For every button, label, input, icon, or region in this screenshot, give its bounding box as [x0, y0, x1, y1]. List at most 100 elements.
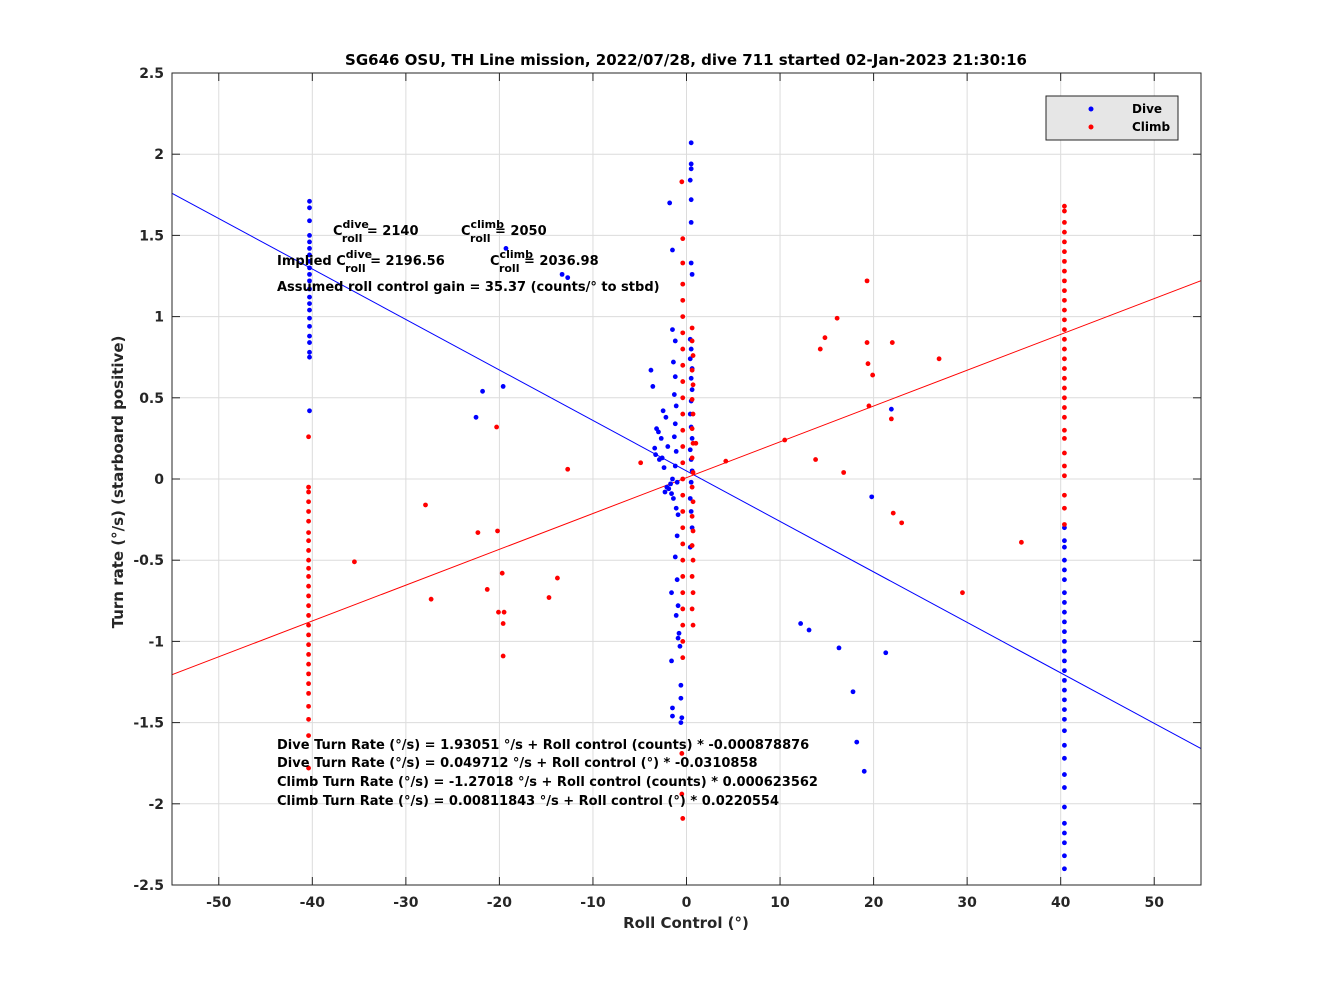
dive-point — [678, 695, 684, 701]
y-tick-label: 1 — [154, 310, 164, 326]
climb-point — [494, 424, 500, 430]
climb-point — [690, 470, 696, 475]
dive-point — [650, 384, 656, 389]
climb-point — [1062, 317, 1067, 323]
climb-point — [1062, 327, 1067, 332]
climb-point — [306, 765, 311, 771]
data-points — [306, 140, 1067, 872]
climb-point — [1062, 414, 1067, 420]
dive-point — [1062, 609, 1067, 615]
dive-point — [307, 252, 312, 258]
x-tick-label: 0 — [682, 895, 692, 911]
fit-equation-line: Climb Turn Rate (°/s) = 0.00811843 °/s +… — [277, 794, 779, 809]
climb-point — [723, 458, 729, 464]
climb-point — [834, 315, 840, 321]
dive-point — [307, 205, 312, 211]
climb-point — [690, 382, 696, 388]
fit-equation-line: Dive Turn Rate (°/s) = 0.049712 °/s + Ro… — [277, 756, 758, 771]
dive-point — [1062, 687, 1067, 693]
climb-point — [680, 260, 686, 266]
dive-point — [689, 387, 695, 393]
climb-point — [546, 595, 552, 600]
climb-point — [680, 541, 686, 547]
dive-point — [888, 406, 894, 412]
dive-point — [672, 463, 678, 469]
dive-point — [689, 436, 695, 441]
dive-point — [307, 354, 312, 360]
climb-point — [679, 751, 685, 756]
croll-climb-annotation: Cclimb roll = 2050 — [461, 218, 547, 245]
dive-point — [1062, 728, 1067, 734]
climb-point — [813, 457, 818, 462]
climb-point — [1062, 385, 1067, 391]
climb-point — [890, 510, 896, 516]
climb-point — [680, 590, 686, 596]
dive-point — [674, 479, 680, 485]
dive-point — [688, 197, 694, 203]
climb-point — [679, 179, 685, 185]
climb-point — [306, 484, 311, 490]
climb-point — [1062, 249, 1067, 255]
climb-point — [1062, 229, 1067, 235]
dive-point — [688, 161, 694, 167]
dive-point — [307, 233, 312, 238]
dive-point — [307, 307, 312, 313]
dive-point — [1062, 590, 1067, 596]
dive-point — [671, 496, 676, 501]
y-tick-label: 0.5 — [139, 391, 164, 407]
dive-point — [671, 434, 677, 440]
x-axis-label: Roll Control (°) — [623, 914, 749, 932]
dive-point — [1062, 742, 1067, 748]
climb-point — [680, 346, 686, 352]
climb-point — [306, 690, 311, 696]
climb-point — [1062, 268, 1067, 274]
climb-point — [689, 484, 695, 490]
climb-point — [306, 671, 311, 677]
dive-point — [307, 408, 312, 414]
annotation-implied-croll: Implied Cdive roll = 2196.56 Cclimb roll =… — [277, 248, 599, 275]
fit-lines — [171, 192, 1202, 750]
dive-point — [1062, 697, 1067, 703]
dive-point — [652, 445, 658, 451]
dive-point — [687, 496, 693, 501]
climb-point — [500, 621, 506, 626]
dive-point — [559, 271, 565, 277]
dive-point — [1062, 785, 1067, 790]
climb-point — [500, 653, 506, 659]
climb-point — [680, 395, 686, 401]
implied-climb-annotation: Cclimb roll = 2036.98 — [490, 248, 599, 275]
dive-point — [1062, 840, 1067, 846]
dive-point — [1062, 677, 1067, 683]
climb-point — [690, 411, 696, 417]
climb-point — [306, 622, 311, 628]
climb-point — [690, 528, 696, 534]
dive-point — [307, 258, 312, 264]
climb-point — [870, 372, 876, 378]
dive-point — [689, 271, 695, 277]
dive-point — [307, 315, 312, 321]
climb-point — [1062, 239, 1067, 245]
x-tick-label: -10 — [580, 895, 606, 911]
dive-point — [673, 448, 679, 454]
dive-point — [307, 286, 312, 292]
dive-point — [307, 301, 312, 307]
dive-point — [307, 198, 312, 204]
dive-point — [675, 635, 681, 641]
dive-point — [675, 603, 681, 609]
climb-point — [1062, 258, 1067, 264]
climb-point — [1018, 539, 1024, 545]
climb-point — [1062, 208, 1067, 214]
climb-point — [889, 340, 895, 345]
dive-point — [836, 645, 842, 651]
dive-point — [673, 613, 679, 618]
climb-point — [306, 499, 311, 505]
axis-ticks: -50 -40 -30 -20 -10 0 10 20 30 40 50-2.5-2-1.5-1-0… — [133, 66, 1201, 911]
fit-equation-line: Climb Turn Rate (°/s) = -1.27018 °/s + R… — [277, 775, 818, 790]
climb-point — [680, 655, 686, 661]
y-tick-label: -1.5 — [133, 716, 164, 732]
dive-point — [565, 275, 571, 281]
climb-point — [680, 281, 686, 287]
dive-point — [480, 388, 485, 394]
climb-point — [306, 651, 311, 657]
